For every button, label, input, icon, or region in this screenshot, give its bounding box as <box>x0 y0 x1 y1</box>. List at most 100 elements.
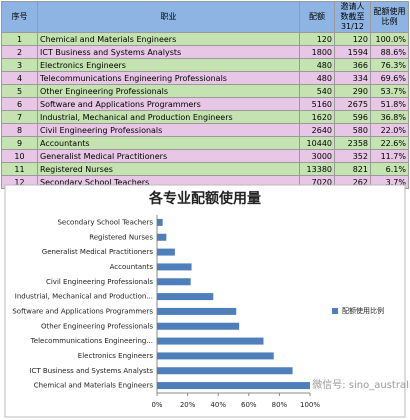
table-cell: 6.1% <box>370 162 409 176</box>
table-cell: 11 <box>1 162 38 176</box>
x-tick-label: 20% <box>180 401 196 409</box>
table-cell: Software and Applications Programmers <box>37 97 300 111</box>
table-cell: 8 <box>1 123 38 137</box>
table-cell: 366 <box>334 58 371 72</box>
y-tick-label: Civil Engineering Professionals <box>46 278 153 286</box>
bar <box>157 278 191 286</box>
table-cell: 53.7% <box>370 84 409 98</box>
y-tick-label: Registered Nurses <box>89 233 153 241</box>
table-cell: 120 <box>299 32 335 46</box>
header-cell: 职业 <box>37 1 300 33</box>
table-cell: 290 <box>334 84 371 98</box>
table-row: 9 Accountants 10440 2358 22.6% <box>1 136 409 150</box>
table-row: 10 Generalist Medical Practitioners 3000 35… <box>1 149 409 163</box>
table-cell: 2675 <box>334 97 371 111</box>
table-cell: Generalist Medical Practitioners <box>37 149 300 163</box>
y-tick-label: Secondary School Teachers <box>57 218 153 226</box>
table-cell: Chemical and Materials Engineers <box>37 32 300 46</box>
y-tick-label: Software and Applications Programmers <box>12 307 153 315</box>
bar <box>157 248 175 256</box>
x-tick-label: 100% <box>300 401 320 409</box>
table-cell: 2 <box>1 45 38 59</box>
table-row: 5 Other Engineering Professionals 540 290 53… <box>1 84 409 98</box>
table-cell: 1594 <box>334 45 371 59</box>
quota-table: 序号 职业 配额 邀请人数截至31/12 配额使用比例 1 Chemical and Ma… <box>1 1 409 189</box>
table-cell: 100.0% <box>370 32 409 46</box>
table-cell: 69.6% <box>370 71 409 85</box>
bar <box>157 293 214 301</box>
y-tick-label: ICT Business and Systems Analysts <box>29 367 153 375</box>
table-cell: 5 <box>1 84 38 98</box>
watermark: 微信号: sino_australia <box>312 378 410 391</box>
x-tick-label: 80% <box>272 401 288 409</box>
bar <box>157 337 264 345</box>
table-header: 序号 职业 配额 邀请人数截至31/12 配额使用比例 <box>1 1 409 33</box>
table-cell: Civil Engineering Professionals <box>37 123 300 137</box>
x-tick-label: 0% <box>151 401 162 409</box>
header-cell: 配额 <box>299 1 335 33</box>
bar <box>157 233 167 241</box>
chart-frame <box>4 184 406 418</box>
table-cell: Industrial, Mechanical and Production En… <box>37 110 300 124</box>
table-cell: 1 <box>1 32 38 46</box>
table-cell: 821 <box>334 162 371 176</box>
bar <box>157 352 274 360</box>
table-cell: 6 <box>1 97 38 111</box>
table-cell: 3000 <box>299 149 335 163</box>
table-cell: 22.0% <box>370 123 409 137</box>
table-cell: 2358 <box>334 136 371 150</box>
bar <box>157 307 237 315</box>
table-cell: 22.6% <box>370 136 409 150</box>
table-cell: 1800 <box>299 45 335 59</box>
y-tick-label: Generalist Medical Practitioners <box>42 248 154 256</box>
table-cell: 9 <box>1 136 38 150</box>
legend-swatch <box>332 308 338 314</box>
table-cell: Other Engineering Professionals <box>37 84 300 98</box>
bar <box>157 322 240 330</box>
bar <box>157 382 310 390</box>
table-cell: ICT Business and Systems Analysts <box>37 45 300 59</box>
table-cell: 352 <box>334 149 371 163</box>
table-cell: Electronics Engineers <box>37 58 300 72</box>
legend-label: 配额使用比例 <box>342 306 384 315</box>
table-row: 4 Telecommunications Engineering Professi… <box>1 71 409 85</box>
table-row: 6 Software and Applications Programmers 51… <box>1 97 409 111</box>
header-cell: 配额使用比例 <box>370 1 409 33</box>
header-cell: 邀请人数截至31/12 <box>334 1 371 33</box>
table-cell: 540 <box>299 84 335 98</box>
table-cell: Registered Nurses <box>37 162 300 176</box>
table-row: 3 Electronics Engineers 480 366 76.3% <box>1 58 409 72</box>
bar <box>157 263 192 271</box>
chart-title: 各专业配额使用量 <box>148 190 261 207</box>
table-row: 8 Civil Engineering Professionals 2640 580 2… <box>1 123 409 137</box>
table-cell: 7 <box>1 110 38 124</box>
x-tick-label: 40% <box>210 401 226 409</box>
table-cell: 480 <box>299 71 335 85</box>
table-cell: Telecommunications Engineering Professio… <box>37 71 300 85</box>
table-cell: 10440 <box>299 136 335 150</box>
table-cell: 88.6% <box>370 45 409 59</box>
table-cell: 36.8% <box>370 110 409 124</box>
y-tick-label: Other Engineering Professionals <box>41 322 153 330</box>
table-row: 1 Chemical and Materials Engineers 120 120 1… <box>1 32 409 46</box>
table-cell: 480 <box>299 58 335 72</box>
header-cell: 序号 <box>1 1 38 33</box>
table-cell: 3 <box>1 58 38 72</box>
chart: 各专业配额使用量 微信号: sino_australia 0% 20% 40% 60%… <box>4 184 410 418</box>
table-cell: 580 <box>334 123 371 137</box>
table-cell: 334 <box>334 71 371 85</box>
bar <box>157 218 163 226</box>
table-cell: 10 <box>1 149 38 163</box>
table-row: 11 Registered Nurses 13380 821 6.1% <box>1 162 409 176</box>
y-tick-label: Industrial, Mechanical and Production... <box>15 293 153 301</box>
y-tick-label: Accountants <box>110 263 154 271</box>
table-cell: Accountants <box>37 136 300 150</box>
x-tick-label: 60% <box>241 401 257 409</box>
table-row: 2 ICT Business and Systems Analysts 1800 15… <box>1 45 409 59</box>
table-cell: 120 <box>334 32 371 46</box>
table-cell: 76.3% <box>370 58 409 72</box>
table-cell: 5160 <box>299 97 335 111</box>
table-cell: 4 <box>1 71 38 85</box>
y-tick-label: Chemical and Materials Engineers <box>34 382 154 390</box>
